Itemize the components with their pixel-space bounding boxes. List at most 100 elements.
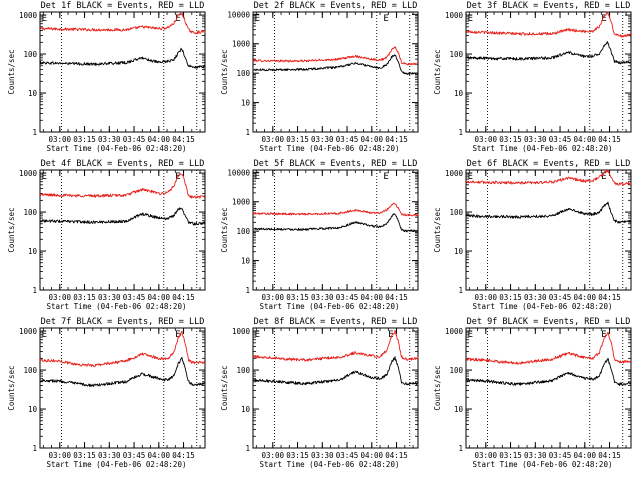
- y-tick-label: 100: [449, 50, 463, 59]
- event-marker-label: E: [601, 14, 606, 24]
- y-tick-label: 10000: [227, 10, 250, 19]
- y-tick-label: 1000: [445, 327, 464, 336]
- x-tick-label: 04:15: [598, 451, 621, 460]
- y-tick-label: 100: [23, 50, 37, 59]
- panel-title: Det 6f BLACK = Events, RED = LLD: [467, 159, 631, 169]
- y-tick-label: 1: [245, 128, 250, 137]
- x-tick-label: 03:15: [499, 451, 522, 460]
- detector-panel: Det 5f BLACK = Events, RED = LLD 1 10 100 10…: [220, 159, 419, 311]
- detector-panel: Det 3f BLACK = Events, RED = LLD 1 10 100 10…: [433, 1, 632, 153]
- events-series-line: [465, 201, 632, 224]
- y-tick-label: 1: [458, 286, 463, 295]
- x-axis-label: Start Time (04-Feb-06 02:48:20): [260, 460, 400, 469]
- y-tick-label: 10: [454, 89, 464, 98]
- y-axis-label: Counts/sec: [220, 49, 229, 94]
- y-tick-label: 100: [23, 366, 37, 375]
- plot-frame: [465, 169, 632, 291]
- panel-title: Det 2f BLACK = Events, RED = LLD: [254, 1, 418, 11]
- events-series-line: [465, 357, 632, 386]
- y-tick-label: 1000: [19, 169, 38, 178]
- x-tick-label: 04:15: [598, 293, 621, 302]
- events-series-line: [252, 54, 419, 76]
- x-tick-label: 03:30: [311, 451, 334, 460]
- x-tick-label: 04:00: [574, 451, 597, 460]
- event-marker-label: E: [42, 330, 47, 340]
- y-tick-label: 10000: [227, 168, 250, 177]
- y-axis-label: Counts/sec: [433, 49, 442, 94]
- x-tick-label: 03:45: [336, 293, 359, 302]
- events-series-line: [465, 41, 632, 65]
- x-axis-label: Start Time (04-Feb-06 02:48:20): [47, 302, 187, 311]
- plot-frame: [252, 11, 419, 133]
- x-tick-label: 04:15: [598, 135, 621, 144]
- plot-frame: [465, 327, 632, 449]
- y-tick-label: 1000: [19, 327, 38, 336]
- y-axis-label: Counts/sec: [433, 365, 442, 410]
- panel-title: Det 4f BLACK = Events, RED = LLD: [41, 159, 205, 169]
- y-tick-label: 1: [32, 128, 37, 137]
- panel-title: Det 1f BLACK = Events, RED = LLD: [41, 1, 205, 11]
- detector-panel: Det 1f BLACK = Events, RED = LLD 1 10 100 10…: [7, 1, 206, 153]
- y-tick-label: 1: [458, 128, 463, 137]
- event-marker-label: E: [42, 172, 47, 182]
- x-tick-label: 03:00: [262, 451, 285, 460]
- x-tick-label: 03:15: [73, 293, 96, 302]
- y-tick-label: 10: [454, 405, 464, 414]
- x-tick-label: 04:00: [574, 293, 597, 302]
- y-tick-label: 1000: [232, 40, 251, 49]
- y-tick-label: 10: [241, 257, 251, 266]
- y-tick-label: 100: [449, 366, 463, 375]
- x-tick-label: 03:00: [262, 293, 285, 302]
- panel-grid: Det 1f BLACK = Events, RED = LLD11010010…: [7, 1, 632, 469]
- y-axis-label: Counts/sec: [220, 207, 229, 252]
- event-marker-label: E: [468, 330, 473, 340]
- y-tick-label: 10: [28, 405, 38, 414]
- event-marker-label: E: [175, 14, 180, 24]
- x-tick-label: 03:45: [549, 293, 572, 302]
- detector-panel: Det 8f BLACK = Events, RED = LLD 1 10 100 10…: [220, 317, 419, 469]
- event-marker-label: E: [601, 172, 606, 182]
- event-marker-label: E: [42, 14, 47, 24]
- event-marker-label: E: [383, 172, 388, 182]
- lld-series-line: [39, 173, 206, 199]
- event-marker-label: E: [255, 330, 260, 340]
- panel-title: Det 5f BLACK = Events, RED = LLD: [254, 159, 418, 169]
- detector-panel: Det 7f BLACK = Events, RED = LLD 1 10 100 10…: [7, 317, 206, 469]
- event-marker-label: E: [175, 330, 180, 340]
- y-tick-label: 1000: [232, 327, 251, 336]
- lld-series-line: [252, 329, 419, 362]
- y-axis-label: Counts/sec: [7, 49, 16, 94]
- events-series-line: [252, 213, 419, 233]
- x-tick-label: 04:15: [172, 451, 195, 460]
- lld-series-line: [252, 202, 419, 217]
- detector-panel: Det 6f BLACK = Events, RED = LLD 1 10 100 10…: [433, 159, 632, 311]
- x-tick-label: 03:45: [123, 293, 146, 302]
- x-tick-label: 04:00: [574, 135, 597, 144]
- y-tick-label: 10: [28, 247, 38, 256]
- events-series-line: [39, 356, 206, 388]
- y-tick-label: 100: [23, 208, 37, 217]
- x-tick-label: 03:15: [73, 451, 96, 460]
- x-tick-label: 03:30: [524, 451, 547, 460]
- x-tick-label: 03:00: [49, 451, 72, 460]
- y-axis-label: Counts/sec: [433, 207, 442, 252]
- y-tick-label: 100: [449, 208, 463, 217]
- events-series-line: [39, 47, 206, 69]
- x-tick-label: 03:00: [475, 293, 498, 302]
- x-tick-label: 03:00: [49, 293, 72, 302]
- detector-panel: Det 2f BLACK = Events, RED = LLD 1 10 100 10…: [220, 1, 419, 153]
- event-marker-label: E: [388, 330, 393, 340]
- lld-series-line: [465, 169, 632, 186]
- x-tick-label: 04:15: [172, 135, 195, 144]
- x-tick-label: 03:30: [98, 451, 121, 460]
- detector-panel: Det 9f BLACK = Events, RED = LLD 1 10 100 10…: [433, 317, 632, 469]
- y-tick-label: 1: [32, 444, 37, 453]
- lld-series-line: [252, 46, 419, 66]
- x-tick-label: 03:15: [286, 135, 309, 144]
- x-tick-label: 03:00: [49, 135, 72, 144]
- x-tick-label: 03:30: [311, 135, 334, 144]
- plot-frame: [39, 327, 206, 449]
- x-tick-label: 03:00: [262, 135, 285, 144]
- lld-series-line: [465, 331, 632, 365]
- y-tick-label: 100: [236, 69, 250, 78]
